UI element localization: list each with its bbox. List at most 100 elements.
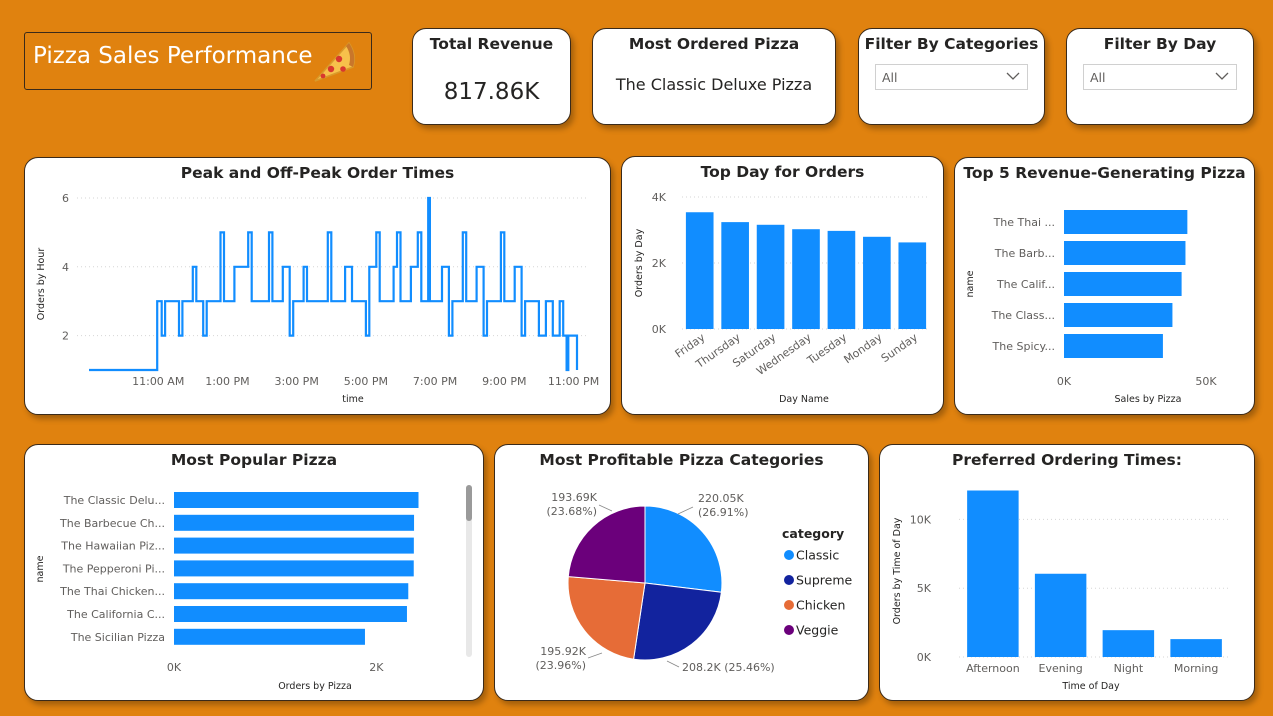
y-tick-label: 5K [917,582,932,595]
categories-dropdown[interactable]: All [875,64,1028,90]
legend-label: Classic [796,548,839,563]
leader-line [666,660,680,668]
x-tick-label: Evening [1039,662,1083,675]
filter-day-slicer: Filter By Day All [1066,28,1254,125]
y-tick-label: The Pepperoni Pi... [62,562,165,575]
bar [174,583,409,600]
x-tick-label: Afternoon [966,662,1020,675]
bar [1064,210,1188,234]
pizza-icon [314,41,356,82]
popular-pizza-chart-card: Most Popular Pizza The Classic Delu... Th… [24,444,484,701]
y-tick-label: 4 [62,261,69,274]
top-day-chart: 0K2K4KFridayThursdaySaturdayWednesdayTue… [634,191,930,405]
total-revenue-value: 817.86K [443,79,540,105]
x-axis-title: Sales by Pizza [1115,394,1182,405]
leader-line [598,504,613,512]
x-tick-label: 5:00 PM [344,375,388,388]
filter-categories-slicer: Filter By Categories All [858,28,1045,125]
categories-pie-chart: 220.05K(26.91%)208.2K (25.46%)195.92K(23… [535,491,853,674]
bar [863,236,891,329]
bar [174,628,365,645]
x-tick-label: Tuesday [804,331,849,368]
top5-revenue-chart-title: Top 5 Revenue-Generating Pizza [963,164,1246,182]
bar [174,492,419,508]
popular-pizza-scrollbar[interactable] [466,485,472,657]
categories-dropdown-value: All [882,70,898,85]
bar [1170,639,1222,657]
y-tick-label: 4K [652,191,667,204]
bar [174,537,414,554]
chevron-down-icon [1006,72,1020,80]
x-tick-label: 9:00 PM [482,375,526,388]
legend-label: Chicken [796,598,845,613]
x-axis-title: Day Name [779,394,829,405]
pie-slice-classic [644,505,723,593]
categories-pie-title: Most Profitable Pizza Categories [539,451,824,469]
bar [792,229,820,329]
legend-marker [784,600,794,610]
filter-categories-label: Filter By Categories [864,35,1039,53]
bar [1102,630,1155,657]
bar [174,514,415,531]
peak-times-chart-card: Peak and Off-Peak Order Times 2 4 6 11:00 A… [24,157,611,415]
popular-pizza-chart-title: Most Popular Pizza [170,451,338,469]
ordering-times-chart: 0K 5K 10K Afternoon Evening Night Morning Time … [892,490,1230,692]
bar [685,212,714,329]
x-tick-label: Night [1114,662,1144,675]
bar [721,222,749,329]
x-tick-label: Sunday [879,331,921,366]
top-day-chart-card: Top Day for Orders 0K 2K 4K Friday Thursday S… [621,156,944,415]
x-tick-label: 1:00 PM [205,375,249,388]
legend-label: Supreme [796,573,853,588]
y-tick-label: The Barbecue Ch... [59,517,165,530]
y-tick-label: The California C... [66,608,165,621]
x-tick-label: 3:00 PM [274,375,318,388]
most-ordered-pizza-card: Most Ordered Pizza The Classic Deluxe Pi… [592,28,836,125]
pie-slice-supreme [633,582,722,661]
y-tick-label: The Calif... [996,278,1055,291]
y-tick-label: The Class... [991,309,1055,322]
y-tick-label: 2K [652,257,667,270]
y-tick-label: 0K [652,323,667,336]
total-revenue-card: Total Revenue 817.86K [412,28,571,125]
day-dropdown-value: All [1090,70,1106,85]
leader-line [677,506,694,515]
y-tick-label: The Sicilian Pizza [70,631,165,644]
x-axis-title: Time of Day [1061,681,1120,692]
categories-pie-card: Most Profitable Pizza Categories 220.05K… [494,444,869,701]
y-axis-title: Orders by Day [634,228,645,297]
bar [174,560,414,577]
bar [174,606,407,622]
ordering-times-chart-card: Preferred Ordering Times: 0K 5K 10K Afterno… [879,444,1255,701]
y-tick-label: The Thai Chicken... [59,585,165,598]
y-axis-title: Orders by Time of Day [892,517,903,624]
filter-day-label: Filter By Day [1103,35,1217,53]
bar [1034,573,1087,657]
x-axis-title: time [342,394,364,405]
most-ordered-pizza-value: The Classic Deluxe Pizza [615,75,813,94]
y-tick-label: The Hawaiian Piz... [60,540,165,553]
top5-revenue-chart: The Thai ... The Barb... The Calif... The C… [965,210,1217,405]
x-tick-label: 0K [167,661,182,674]
x-axis-title: Orders by Pizza [278,681,352,692]
y-axis-title: name [965,270,976,297]
bar [827,230,856,329]
legend-label: Veggie [796,623,839,638]
day-dropdown[interactable]: All [1083,64,1237,90]
data-label-value: 195.92K [540,645,586,658]
x-tick-label: 50K [1195,375,1217,388]
data-label-percent: (23.68%) [546,505,597,518]
bar [898,242,927,329]
y-tick-label: The Spicy... [992,340,1055,353]
y-tick-label: 6 [62,192,69,205]
total-revenue-label: Total Revenue [429,35,554,53]
popular-pizza-scroll-thumb[interactable] [466,485,472,521]
leader-line [587,652,603,659]
bar [756,224,785,329]
legend-marker [784,550,794,560]
bar [1064,272,1182,296]
data-label-value: 193.69K [551,491,597,504]
data-label-value: 208.2K (25.46%) [682,661,775,674]
y-tick-label: 2 [62,330,69,343]
top-day-chart-title: Top Day for Orders [700,163,865,181]
